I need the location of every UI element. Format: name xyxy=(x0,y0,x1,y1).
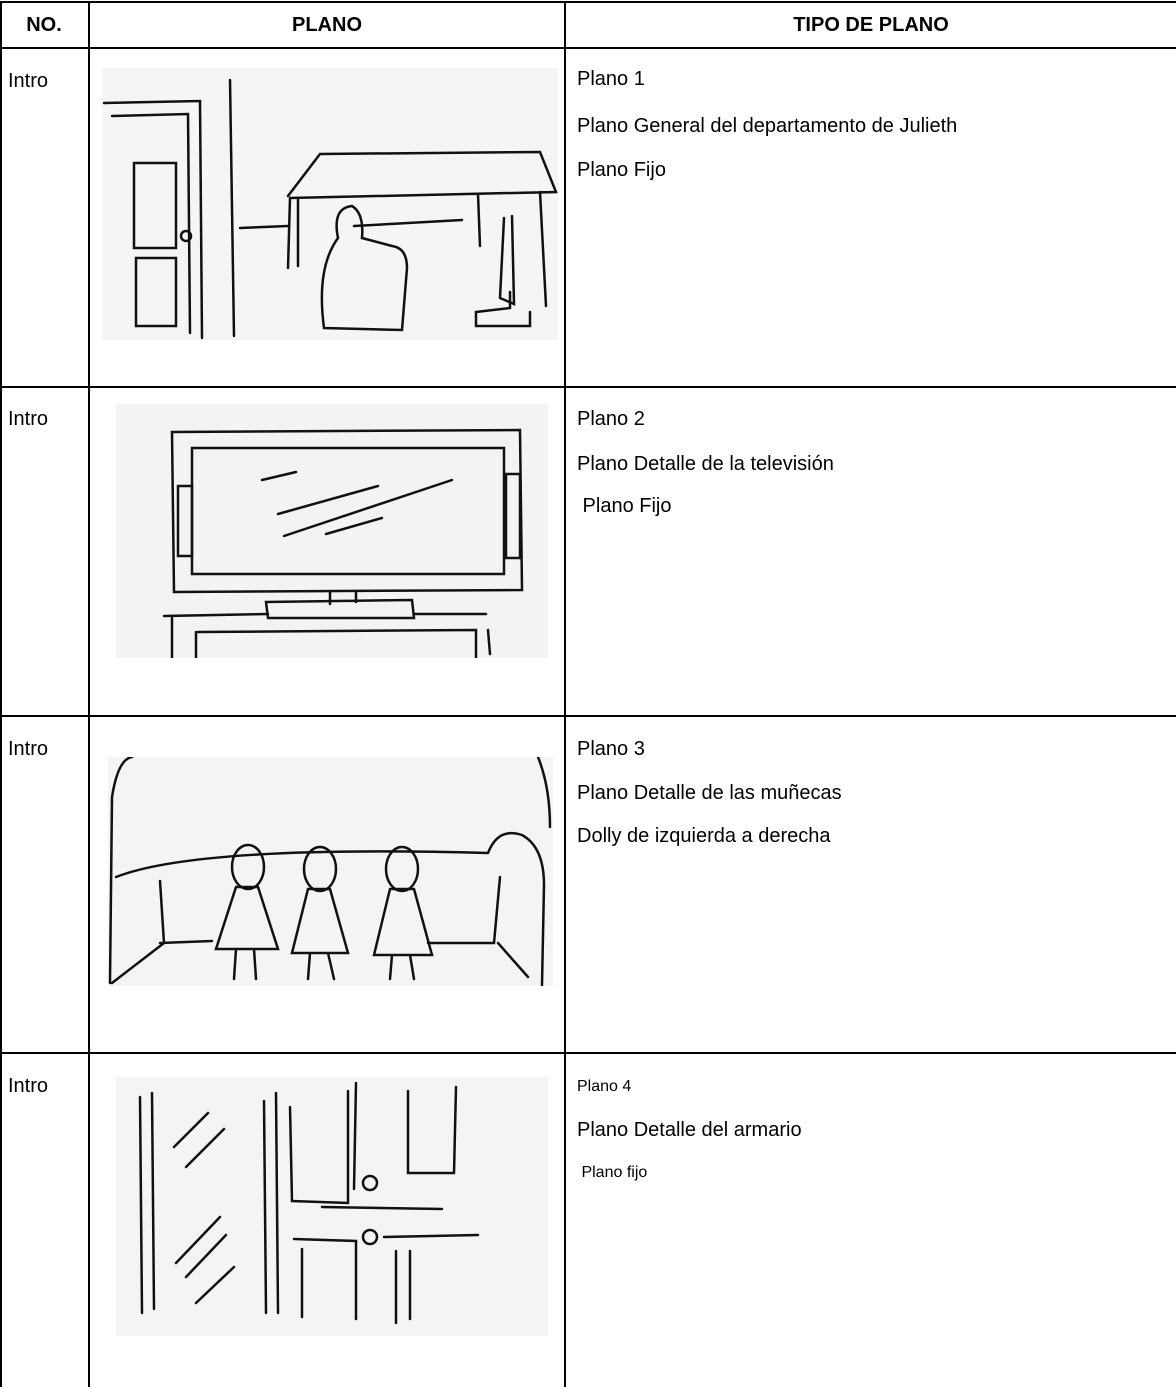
shot-text: Plano Detalle del armario xyxy=(577,1119,802,1141)
shot-text: Plano 2 xyxy=(577,408,645,430)
shot-text: Plano Fijo xyxy=(577,495,672,517)
table-border xyxy=(0,386,1176,388)
table-border xyxy=(0,2,2,1387)
shot-text: Plano Detalle de las muñecas xyxy=(577,782,842,804)
table-border xyxy=(0,715,1176,717)
row-number: Intro xyxy=(8,408,49,430)
shot-text: Plano 1 xyxy=(577,68,645,90)
shot-text: Dolly de izquierda a derecha xyxy=(577,825,831,847)
header-cell: PLANO xyxy=(292,14,362,36)
header-cell: NO. xyxy=(26,14,62,36)
sketch-image xyxy=(116,404,548,658)
row-number: Intro xyxy=(8,70,49,92)
header-cell: TIPO DE PLANO xyxy=(793,14,949,36)
shot-text: Plano 4 xyxy=(577,1078,632,1095)
table-border xyxy=(0,1052,1176,1054)
table-border xyxy=(0,47,1176,49)
row-number: Intro xyxy=(8,738,49,760)
sketch-image xyxy=(116,1077,548,1336)
sketch-image xyxy=(102,68,558,340)
sketch-image xyxy=(108,757,553,986)
table-border xyxy=(0,1,1176,3)
shot-text: Plano 3 xyxy=(577,738,645,760)
shot-text: Plano fijo xyxy=(577,1164,648,1181)
table-border xyxy=(564,2,566,1387)
shot-text: Plano General del departamento de Juliet… xyxy=(577,115,958,137)
row-number: Intro xyxy=(8,1075,49,1097)
shot-text: Plano Fijo xyxy=(577,159,666,181)
shot-text: Plano Detalle de la televisión xyxy=(577,453,834,475)
table-border xyxy=(88,2,90,1387)
